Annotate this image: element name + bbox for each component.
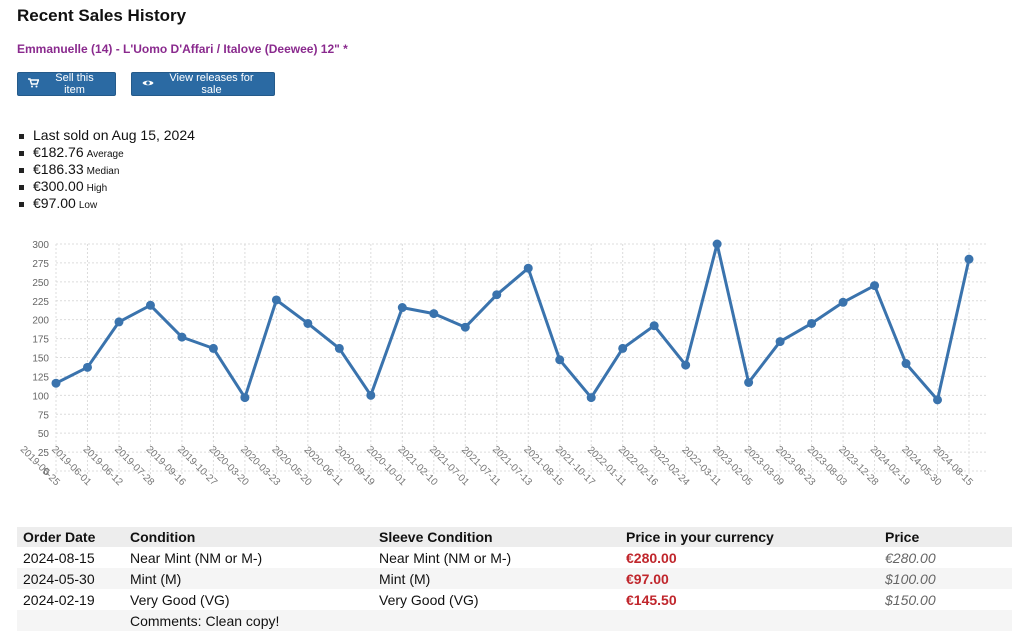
data-point bbox=[51, 378, 61, 388]
data-point bbox=[618, 343, 628, 353]
data-point bbox=[555, 355, 565, 365]
cell-condition: Very Good (VG) bbox=[130, 591, 230, 608]
col-sleeve-condition: Sleeve Condition bbox=[373, 527, 620, 547]
y-tick-label: 100 bbox=[32, 391, 49, 402]
cell-condition: Mint (M) bbox=[124, 568, 373, 589]
data-point bbox=[208, 343, 218, 353]
sell-this-item-button[interactable]: Sell this item bbox=[17, 72, 116, 96]
release-link[interactable]: Emmanuelle (14) - L'Uomo D'Affari / Ital… bbox=[17, 42, 348, 56]
eye-icon bbox=[142, 79, 154, 90]
data-point bbox=[775, 337, 785, 347]
data-point bbox=[933, 395, 943, 405]
table-header-row: Order Date Condition Sleeve Condition Pr… bbox=[17, 527, 1012, 547]
data-point bbox=[492, 290, 502, 300]
data-point bbox=[460, 322, 470, 332]
cell-date: 2024-05-30 bbox=[17, 568, 124, 589]
data-point bbox=[523, 263, 533, 273]
data-point bbox=[901, 359, 911, 369]
cell-date: 2024-08-15 bbox=[23, 549, 95, 566]
sales-stats-list: Last sold on Aug 15, 2024 €182.76 Average… bbox=[19, 127, 195, 212]
page-title: Recent Sales History bbox=[17, 6, 187, 25]
cell-sleeve: Very Good (VG) bbox=[379, 591, 479, 608]
data-point bbox=[397, 303, 407, 313]
view-button-label: View releases for sale bbox=[169, 72, 254, 96]
col-price-currency: Price in your currency bbox=[620, 527, 879, 547]
comment-row: Comments: Clean copy! bbox=[17, 610, 1012, 631]
cell-sleeve: Mint (M) bbox=[373, 568, 620, 589]
cell-sleeve: Near Mint (NM or M-) bbox=[379, 549, 512, 566]
y-tick-label: 75 bbox=[38, 410, 50, 421]
col-order-date: Order Date bbox=[17, 527, 124, 547]
y-tick-label: 200 bbox=[32, 316, 49, 327]
data-point bbox=[366, 390, 376, 400]
series-line bbox=[55, 242, 971, 402]
comment-text: Comments: Clean copy! bbox=[124, 610, 1012, 631]
data-point bbox=[145, 300, 155, 310]
cell-price: $100.00 bbox=[879, 568, 1012, 589]
y-tick-label: 50 bbox=[38, 429, 50, 440]
data-point bbox=[114, 317, 124, 327]
data-point bbox=[964, 254, 974, 264]
y-tick-label: 25 bbox=[38, 448, 50, 459]
stat-high: €300.00 High bbox=[19, 178, 195, 195]
stat-median: €186.33 Median bbox=[19, 161, 195, 178]
data-point bbox=[271, 295, 281, 305]
table-row: 2024-08-15 Near Mint (NM or M-) Near Min… bbox=[17, 547, 1012, 568]
y-tick-label: 175 bbox=[32, 335, 49, 346]
data-point bbox=[177, 332, 187, 342]
sell-button-label: Sell this item bbox=[55, 72, 94, 96]
y-tick-label: 125 bbox=[32, 372, 49, 383]
data-point bbox=[838, 297, 848, 307]
table-row: 2024-05-30 Mint (M) Mint (M) €97.00 $100… bbox=[17, 568, 1012, 589]
data-point bbox=[586, 393, 596, 403]
cell-price: $150.00 bbox=[885, 591, 936, 608]
sales-table: Order Date Condition Sleeve Condition Pr… bbox=[17, 527, 1012, 631]
cell-price: €280.00 bbox=[885, 549, 936, 566]
cell-date: 2024-02-19 bbox=[23, 591, 95, 608]
cell-price-currency: €145.50 bbox=[626, 591, 677, 608]
stat-average: €182.76 Average bbox=[19, 144, 195, 161]
data-point bbox=[807, 318, 817, 328]
data-point bbox=[303, 318, 313, 328]
data-point bbox=[649, 321, 659, 331]
y-tick-label: 275 bbox=[32, 259, 49, 270]
cell-condition: Near Mint (NM or M-) bbox=[130, 549, 263, 566]
data-point bbox=[240, 393, 250, 403]
y-tick-label: 225 bbox=[32, 297, 49, 308]
stat-low: €97.00 Low bbox=[19, 195, 195, 212]
sales-price-chart: 02550751001251501752002252502753002019-0… bbox=[18, 239, 987, 488]
y-tick-label: 250 bbox=[32, 278, 49, 289]
data-point bbox=[429, 309, 439, 319]
cell-price-currency: €97.00 bbox=[620, 568, 879, 589]
data-point bbox=[712, 239, 722, 249]
col-price: Price bbox=[879, 527, 1012, 547]
data-point bbox=[681, 360, 691, 370]
data-point bbox=[744, 377, 754, 387]
view-releases-button[interactable]: View releases for sale bbox=[131, 72, 275, 96]
col-condition: Condition bbox=[124, 527, 373, 547]
y-tick-label: 0 bbox=[43, 467, 49, 478]
table-row: 2024-02-19 Very Good (VG) Very Good (VG)… bbox=[17, 589, 1012, 610]
last-sold: Last sold on Aug 15, 2024 bbox=[19, 127, 195, 144]
cart-icon bbox=[28, 77, 40, 91]
y-tick-label: 150 bbox=[32, 354, 49, 365]
data-point bbox=[82, 362, 92, 372]
data-point bbox=[334, 343, 344, 353]
y-tick-label: 300 bbox=[32, 240, 49, 251]
cell-price-currency: €280.00 bbox=[626, 549, 677, 566]
data-point bbox=[870, 281, 880, 291]
